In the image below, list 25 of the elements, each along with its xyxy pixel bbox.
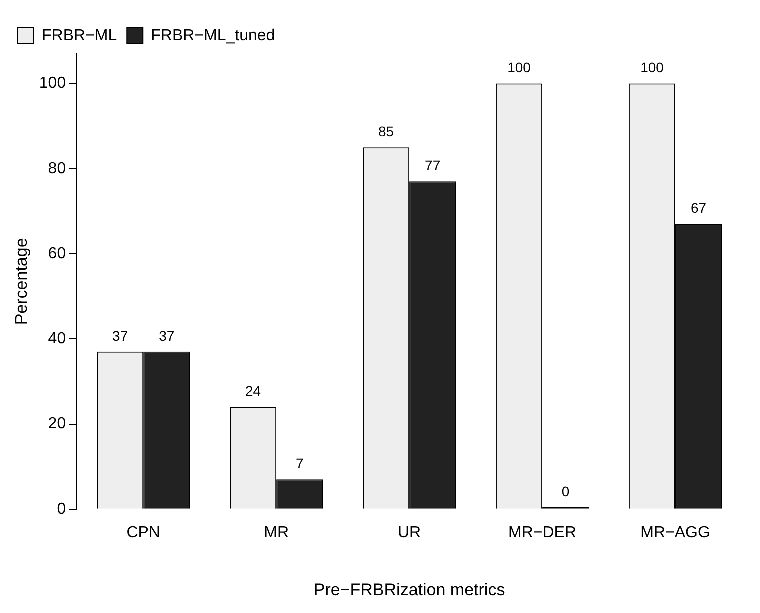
data-label: 37: [159, 328, 175, 344]
x-tick-label: MR−AGG: [640, 524, 710, 542]
data-label: 37: [112, 328, 128, 344]
data-label: 100: [508, 60, 532, 76]
data-label: 7: [296, 455, 304, 472]
x-axis-title: Pre−FRBRization metrics: [314, 580, 506, 600]
y-tick-label: 60: [48, 245, 66, 262]
data-label: 24: [246, 383, 262, 400]
y-tick-label: 20: [48, 416, 66, 433]
data-label: 100: [640, 60, 664, 76]
x-tick-label: CPN: [126, 524, 160, 542]
legend-label: FRBR−ML_tuned: [151, 27, 276, 44]
x-tick-label: MR−DER: [508, 524, 577, 542]
y-axis-title: Percentage: [12, 238, 31, 326]
y-tick-label: 0: [57, 500, 66, 518]
y-tick-label: 40: [48, 330, 66, 348]
data-label: 67: [690, 200, 707, 216]
data-label: 0: [562, 483, 570, 500]
legend-label: FRBR−ML: [42, 27, 118, 44]
x-tick-label: MR: [264, 524, 290, 542]
data-label: 77: [425, 158, 441, 174]
x-tick-label: UR: [398, 524, 422, 542]
data-label: 85: [378, 123, 394, 140]
y-tick-label: 100: [39, 75, 66, 92]
y-tick-label: 80: [48, 160, 66, 178]
